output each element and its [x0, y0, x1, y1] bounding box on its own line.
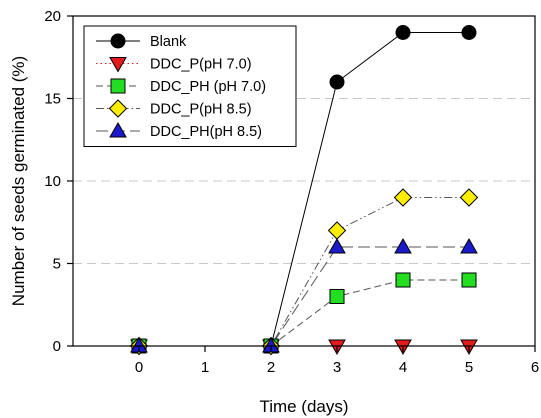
legend-marker-2: [110, 78, 126, 94]
x-tick-label: 2: [267, 359, 275, 376]
legend-label-3: DDC_P(pH 8.5): [150, 102, 252, 118]
y-tick-label: 0: [53, 338, 61, 355]
data-point-series-4: [394, 237, 412, 254]
data-point-series-3: [393, 188, 413, 207]
x-axis-title: Time (days): [259, 397, 348, 416]
legend-label-4: DDC_PH(pH 8.5): [150, 124, 262, 140]
legend-label-0: Blank: [150, 34, 187, 50]
x-tick-label: 1: [201, 359, 209, 376]
y-tick-label: 15: [44, 91, 61, 108]
legend-marker-1: [109, 57, 127, 73]
y-tick-label: 20: [44, 8, 61, 25]
legend: Blank DDC_P(pH 7.0) DDC_PH (pH 7.0) DDC_P(p…: [83, 25, 297, 147]
legend-marker-3: [108, 99, 128, 118]
legend-marker-0: [110, 33, 126, 49]
data-point-series-0: [461, 25, 477, 40]
axes-layer: 0 1 2 3 4 5 6 0 5 10 15 20: [44, 8, 539, 376]
legend-label-2: DDC_PH (pH 7.0): [150, 79, 266, 95]
legend-marker-4: [109, 121, 127, 138]
y-tick-label: 10: [44, 173, 61, 190]
legend-label-1: DDC_P(pH 7.0): [150, 57, 252, 73]
data-point-series-3: [327, 221, 347, 240]
data-point-series-3: [459, 188, 479, 207]
y-axis-title: Number of seeds germinated (%): [9, 56, 28, 306]
data-point-series-0: [329, 74, 345, 90]
x-tick-label: 4: [399, 359, 407, 376]
x-tick-label: 6: [531, 359, 539, 376]
x-tick-label: 3: [333, 359, 341, 376]
data-point-series-4: [328, 237, 346, 254]
data-point-series-4: [460, 237, 478, 254]
y-tick-label: 5: [53, 256, 61, 273]
data-point-series-0: [395, 25, 411, 40]
series-line-3: [139, 197, 469, 347]
x-tick-label: 0: [135, 359, 143, 376]
x-tick-label: 5: [465, 359, 473, 376]
data-point-series-2: [329, 289, 345, 304]
data-point-series-2: [461, 272, 477, 288]
data-point-series-2: [395, 272, 411, 288]
series-line-4: [139, 246, 469, 347]
series-line-2: [139, 279, 469, 347]
